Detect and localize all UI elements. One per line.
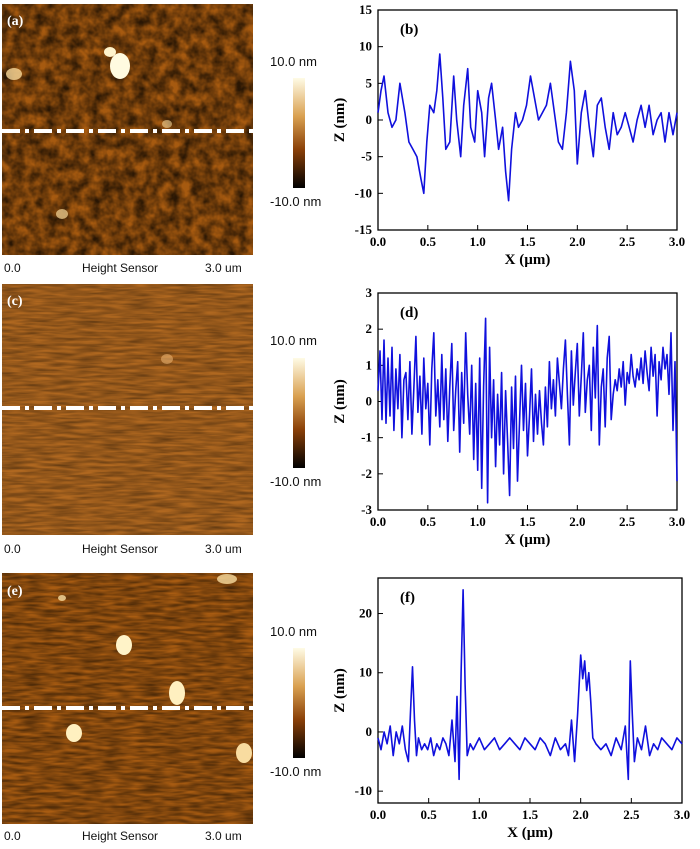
colorbar-min-e: -10.0 nm xyxy=(270,764,322,779)
x-tick-label: 2.0 xyxy=(569,514,585,529)
x-tick-label: 0.0 xyxy=(370,514,386,529)
x-tick-label: 0.5 xyxy=(421,807,438,822)
y-tick-label: -10 xyxy=(355,783,372,798)
y-tick-label: 15 xyxy=(359,2,373,17)
colorbar-e xyxy=(293,648,305,758)
x-tick-label: 1.0 xyxy=(470,514,486,529)
y-tick-label: 5 xyxy=(366,75,373,90)
panel-label-d: (d) xyxy=(400,305,418,321)
afm-x-start-a: 0.0 xyxy=(4,261,21,275)
y-axis-label: Z (nm) xyxy=(332,379,348,424)
colorbar-max-c: 10.0 nm xyxy=(270,333,317,348)
profile-series-b xyxy=(377,53,678,202)
y-tick-label: 3 xyxy=(366,285,373,300)
afm-x-start-c: 0.0 xyxy=(4,542,21,556)
height-profile-chart-f: 0.0 0.5 1.0 1.5 2.0 2.5 3.0 -10 0 10 20 X (µm) Z (nm… xyxy=(332,577,690,841)
x-tick-label: 1.5 xyxy=(522,807,539,822)
y-tick-label: 20 xyxy=(359,606,372,621)
afm-x-end-c: 3.0 um xyxy=(205,542,242,556)
bright-particle xyxy=(110,53,130,79)
y-tick-label: -3 xyxy=(361,502,372,517)
x-tick-label: 2.5 xyxy=(623,807,640,822)
colorbar-a xyxy=(293,78,305,188)
x-axis-label: X (µm) xyxy=(505,532,551,548)
x-tick-label: 2.0 xyxy=(573,807,589,822)
y-tick-label: 0 xyxy=(366,112,373,127)
colorbar-min-c: -10.0 nm xyxy=(270,474,322,489)
y-tick-label: -1 xyxy=(361,430,372,445)
y-tick-label: -5 xyxy=(361,149,372,164)
y-tick-label: -2 xyxy=(361,466,372,481)
afm-x-title-e: Height Sensor xyxy=(82,829,159,843)
x-tick-label: 2.5 xyxy=(619,514,636,529)
bright-cluster xyxy=(116,635,132,655)
afm-x-title-c: Height Sensor xyxy=(82,542,159,556)
panel-label-f: (f) xyxy=(400,590,415,606)
afm-x-end-e: 3.0 um xyxy=(205,829,242,843)
x-tick-label: 0.5 xyxy=(420,514,437,529)
x-tick-label: 0.0 xyxy=(370,234,386,249)
plot-frame xyxy=(377,9,678,231)
y-axis-label: Z (nm) xyxy=(332,668,348,713)
y-axis-label: Z (nm) xyxy=(332,98,348,143)
x-tick-label: 0.5 xyxy=(420,234,437,249)
height-profile-chart-d: 0.0 0.5 1.0 1.5 2.0 2.5 3.0 -3 -2 -1 0 1 2 3 X (µm) Z (… xyxy=(332,285,685,548)
x-tick-label: 2.5 xyxy=(619,234,636,249)
colorbar-max-a: 10.0 nm xyxy=(270,54,317,69)
colorbar-max-e: 10.0 nm xyxy=(270,624,317,639)
x-axis-label: X (µm) xyxy=(505,252,551,268)
y-tick-label: 0 xyxy=(366,724,373,739)
x-tick-label: 0.0 xyxy=(370,807,386,822)
colorbar-c xyxy=(293,358,305,468)
x-tick-label: 3.0 xyxy=(669,234,685,249)
afm-x-title-a: Height Sensor xyxy=(82,261,159,275)
afm-image-c xyxy=(2,284,253,535)
x-tick-label: 1.0 xyxy=(470,234,486,249)
colorbar-min-a: -10.0 nm xyxy=(270,194,322,209)
panel-label-b: (b) xyxy=(400,22,418,38)
panel-label-e: (e) xyxy=(7,584,23,599)
profile-series-f xyxy=(377,588,683,781)
y-tick-label: -15 xyxy=(355,222,373,237)
height-profile-chart-b: 0.0 0.5 1.0 1.5 2.0 2.5 3.0 -15 -10 -5 0 5 10 15 X (µm… xyxy=(332,2,685,268)
afm-x-end-a: 3.0 um xyxy=(205,261,242,275)
plot-frame xyxy=(377,577,683,804)
x-tick-label: 1.5 xyxy=(519,514,536,529)
x-tick-label: 3.0 xyxy=(674,807,690,822)
y-tick-label: -10 xyxy=(355,185,372,200)
afm-x-start-e: 0.0 xyxy=(4,829,21,843)
x-axis-label: X (µm) xyxy=(507,825,553,841)
y-tick-label: 0 xyxy=(366,394,373,409)
profile-series-d xyxy=(377,317,678,504)
y-tick-label: 2 xyxy=(366,321,373,336)
x-tick-label: 1.5 xyxy=(519,234,536,249)
y-tick-label: 10 xyxy=(359,39,372,54)
panel-label-c: (c) xyxy=(7,294,23,309)
x-tick-label: 3.0 xyxy=(669,514,685,529)
y-tick-label: 10 xyxy=(359,665,372,680)
y-tick-label: 1 xyxy=(366,357,373,372)
x-tick-label: 2.0 xyxy=(569,234,585,249)
x-tick-label: 1.0 xyxy=(471,807,487,822)
afm-image-a xyxy=(2,4,253,255)
panel-label-a: (a) xyxy=(7,14,24,29)
afm-image-e xyxy=(2,573,253,824)
